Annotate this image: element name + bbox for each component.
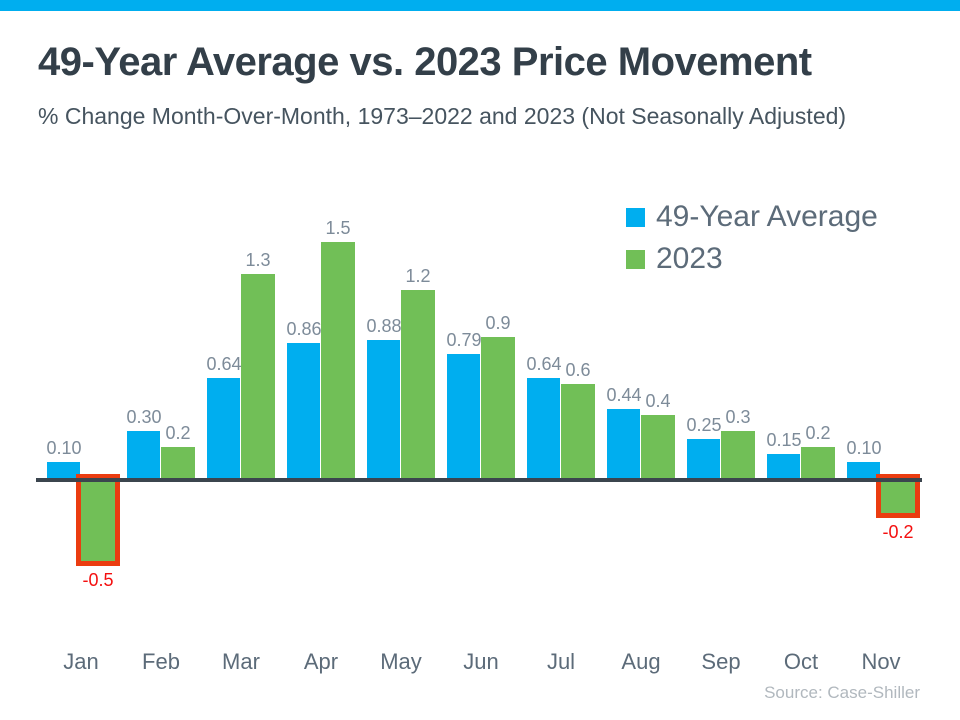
bar-nov-2023 bbox=[881, 482, 915, 513]
bar-aug-2023 bbox=[641, 415, 675, 478]
x-tick-sep: Sep bbox=[701, 649, 741, 674]
bar-feb-49yr-average bbox=[127, 431, 160, 478]
legend-item-2023: 2023 bbox=[626, 238, 878, 280]
legend-label-2023: 2023 bbox=[656, 242, 723, 275]
legend-swatch-2023 bbox=[626, 249, 645, 269]
bar-nov-49yr-average bbox=[847, 462, 880, 478]
bar-jul-49yr-average bbox=[527, 378, 560, 478]
bar-jan-2023 bbox=[81, 482, 115, 561]
value-label-may-2023: 1.2 bbox=[405, 266, 431, 286]
bar-mar-49yr-average bbox=[207, 378, 240, 478]
legend-swatch-49-year-average bbox=[626, 207, 645, 227]
x-tick-apr: Apr bbox=[303, 649, 339, 674]
x-tick-feb: Feb bbox=[142, 649, 180, 674]
x-tick-mar: Mar bbox=[222, 649, 260, 674]
bar-sep-49yr-average bbox=[687, 439, 720, 478]
highlight-box-jan bbox=[76, 474, 120, 566]
value-label-aug-2023: 0.4 bbox=[645, 391, 671, 411]
bar-may-2023 bbox=[401, 290, 435, 478]
x-tick-nov: Nov bbox=[861, 649, 901, 674]
bar-feb-2023 bbox=[161, 447, 195, 478]
x-tick-jan: Jan bbox=[63, 649, 99, 674]
legend-label-49-year-average: 49-Year Average bbox=[656, 200, 878, 233]
value-label-oct-49yr-average: 0.15 bbox=[766, 430, 802, 450]
value-label-nov-2023: -0.2 bbox=[882, 522, 914, 542]
bar-oct-49yr-average bbox=[767, 454, 800, 478]
value-label-may-49yr-average: 0.88 bbox=[366, 316, 402, 336]
x-tick-jul: Jul bbox=[546, 649, 576, 674]
bar-jun-49yr-average bbox=[447, 354, 480, 478]
x-tick-jun: Jun bbox=[463, 649, 499, 674]
value-label-feb-49yr-average: 0.30 bbox=[126, 407, 162, 427]
legend-item-49-year-average: 49-Year Average bbox=[626, 196, 878, 238]
top-accent-bar bbox=[0, 0, 960, 11]
value-label-jul-2023: 0.6 bbox=[565, 360, 591, 380]
value-label-jul-49yr-average: 0.64 bbox=[526, 354, 562, 374]
value-label-jan-49yr-average: 0.10 bbox=[46, 438, 82, 458]
source-credit: Source: Case-Shiller bbox=[764, 683, 920, 702]
x-axis-labels: Jan Feb Mar Apr May Jun Jul Aug Sep Oct Nov bbox=[0, 649, 960, 679]
x-axis-line bbox=[36, 478, 922, 482]
value-label-feb-2023: 0.2 bbox=[165, 423, 191, 443]
legend: 49-Year Average 2023 bbox=[626, 196, 878, 280]
bar-oct-2023 bbox=[801, 447, 835, 478]
bar-may-49yr-average bbox=[367, 340, 400, 478]
value-label-oct-2023: 0.2 bbox=[805, 423, 831, 443]
bar-apr-2023 bbox=[321, 242, 355, 478]
value-label-jan-2023: -0.5 bbox=[82, 570, 114, 590]
value-label-apr-49yr-average: 0.86 bbox=[286, 319, 322, 339]
value-label-nov-49yr-average: 0.10 bbox=[846, 438, 882, 458]
highlight-box-nov bbox=[876, 474, 920, 518]
bar-jul-2023 bbox=[561, 384, 595, 478]
bar-aug-49yr-average bbox=[607, 409, 640, 478]
x-tick-oct: Oct bbox=[783, 649, 819, 674]
value-label-jun-49yr-average: 0.79 bbox=[446, 330, 482, 350]
bar-mar-2023 bbox=[241, 274, 275, 478]
value-label-sep-49yr-average: 0.25 bbox=[686, 415, 722, 435]
bar-jan-49yr-average bbox=[47, 462, 80, 478]
chart-title: 49-Year Average vs. 2023 Price Movement bbox=[38, 40, 812, 84]
x-tick-may: May bbox=[380, 649, 422, 674]
bar-jun-2023 bbox=[481, 337, 515, 478]
value-label-mar-2023: 1.3 bbox=[245, 250, 271, 270]
bar-apr-49yr-average bbox=[287, 343, 320, 478]
bar-sep-2023 bbox=[721, 431, 755, 478]
value-label-jun-2023: 0.9 bbox=[485, 313, 511, 333]
x-tick-aug: Aug bbox=[621, 649, 661, 674]
value-label-mar-49yr-average: 0.64 bbox=[206, 354, 242, 374]
chart-subtitle: % Change Month-Over-Month, 1973–2022 and… bbox=[38, 103, 847, 129]
value-label-sep-2023: 0.3 bbox=[725, 407, 751, 427]
value-label-aug-49yr-average: 0.44 bbox=[606, 385, 642, 405]
value-label-apr-2023: 1.5 bbox=[325, 218, 351, 238]
